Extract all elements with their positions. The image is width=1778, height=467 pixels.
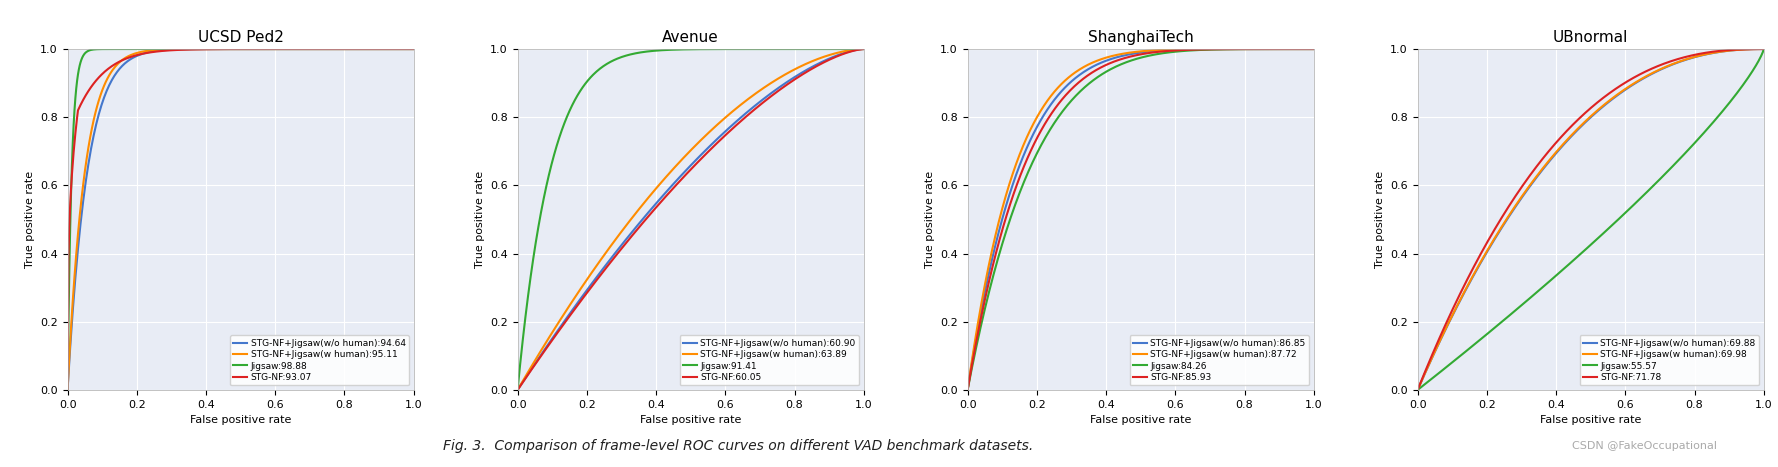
X-axis label: False positive rate: False positive rate xyxy=(1540,415,1641,425)
X-axis label: False positive rate: False positive rate xyxy=(1090,415,1191,425)
Y-axis label: True positive rate: True positive rate xyxy=(925,171,935,268)
Legend: STG-NF+Jigsaw(w/o human):69.88, STG-NF+Jigsaw(w human):69.98, Jigsaw:55.57, STG-: STG-NF+Jigsaw(w/o human):69.88, STG-NF+J… xyxy=(1579,335,1758,385)
Y-axis label: True positive rate: True positive rate xyxy=(25,171,34,268)
Legend: STG-NF+Jigsaw(w/o human):60.90, STG-NF+Jigsaw(w human):63.89, Jigsaw:91.41, STG-: STG-NF+Jigsaw(w/o human):60.90, STG-NF+J… xyxy=(679,335,859,385)
Y-axis label: True positive rate: True positive rate xyxy=(1374,171,1385,268)
X-axis label: False positive rate: False positive rate xyxy=(640,415,741,425)
Title: ShanghaiTech: ShanghaiTech xyxy=(1088,30,1193,45)
Text: CSDN @FakeOccupational: CSDN @FakeOccupational xyxy=(1572,441,1718,451)
Y-axis label: True positive rate: True positive rate xyxy=(475,171,485,268)
X-axis label: False positive rate: False positive rate xyxy=(190,415,292,425)
Title: UBnormal: UBnormal xyxy=(1552,30,1629,45)
Legend: STG-NF+Jigsaw(w/o human):86.85, STG-NF+Jigsaw(w human):87.72, Jigsaw:84.26, STG-: STG-NF+Jigsaw(w/o human):86.85, STG-NF+J… xyxy=(1129,335,1309,385)
Title: Avenue: Avenue xyxy=(661,30,718,45)
Title: UCSD Ped2: UCSD Ped2 xyxy=(197,30,283,45)
Text: Fig. 3.  Comparison of frame-level ROC curves on different VAD benchmark dataset: Fig. 3. Comparison of frame-level ROC cu… xyxy=(443,439,1033,453)
Legend: STG-NF+Jigsaw(w/o human):94.64, STG-NF+Jigsaw(w human):95.11, Jigsaw:98.88, STG-: STG-NF+Jigsaw(w/o human):94.64, STG-NF+J… xyxy=(229,335,409,385)
